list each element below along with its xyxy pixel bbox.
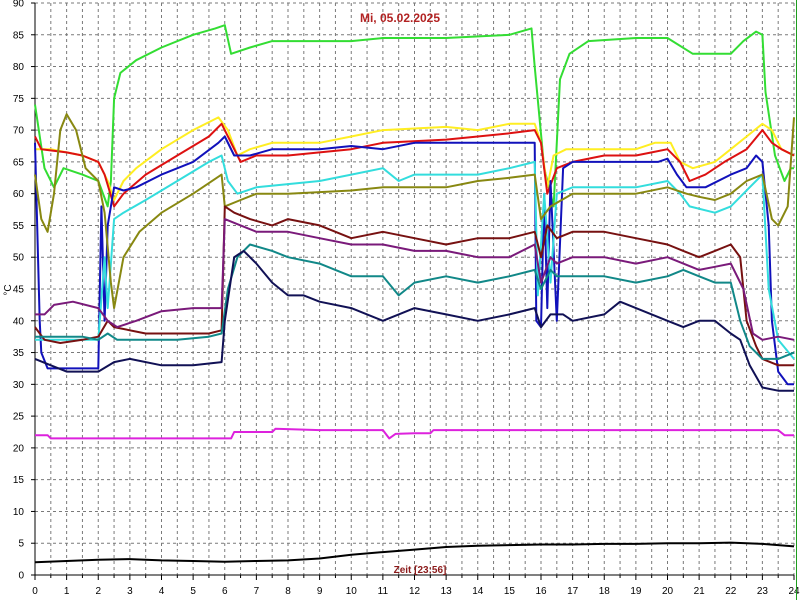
y-tick-label: 5 bbox=[18, 539, 24, 550]
x-tick-label: 3 bbox=[127, 586, 133, 597]
x-tick-label: 6 bbox=[222, 586, 228, 597]
series-line-10 bbox=[34, 249, 794, 392]
y-tick-label: 85 bbox=[13, 30, 25, 41]
x-tick-label: 19 bbox=[630, 586, 642, 597]
x-tick-label: 15 bbox=[504, 586, 516, 597]
x-tick-label: 11 bbox=[378, 586, 389, 597]
x-tick-label: 16 bbox=[535, 586, 547, 597]
y-tick-label: 65 bbox=[13, 157, 25, 168]
right-edge-marker bbox=[796, 0, 797, 600]
x-tick-label: 23 bbox=[757, 586, 769, 597]
series-line-7 bbox=[34, 205, 794, 367]
y-tick-label: 20 bbox=[13, 443, 25, 454]
x-tick-label: 8 bbox=[285, 586, 291, 597]
x-tick-label: 21 bbox=[694, 586, 706, 597]
y-tick-label: 75 bbox=[13, 94, 25, 105]
x-tick-label: 9 bbox=[317, 586, 323, 597]
x-tick-label: 14 bbox=[472, 586, 484, 597]
y-tick-label: 35 bbox=[13, 348, 25, 359]
y-tick-label: 55 bbox=[13, 221, 25, 232]
x-tick-label: 1 bbox=[64, 586, 70, 597]
y-tick-label: 15 bbox=[13, 475, 25, 486]
series-line-3 bbox=[34, 122, 795, 208]
y-tick-label: 70 bbox=[13, 126, 25, 137]
y-tick-label: 80 bbox=[13, 62, 25, 73]
x-tick-label: 7 bbox=[254, 586, 260, 597]
series-layer bbox=[34, 24, 795, 564]
series-line-9 bbox=[35, 243, 795, 360]
y-tick-label: 40 bbox=[13, 316, 25, 327]
x-tick-label: 22 bbox=[725, 586, 737, 597]
x-tick-label: 13 bbox=[441, 586, 453, 597]
y-tick-label: 50 bbox=[13, 253, 25, 264]
x-tick-label: 20 bbox=[662, 586, 674, 597]
x-tick-label: 5 bbox=[190, 586, 196, 597]
y-tick-label: 90 bbox=[13, 0, 25, 10]
x-tick-label: 4 bbox=[159, 586, 165, 597]
series-line-6 bbox=[34, 113, 795, 310]
axes-layer bbox=[31, 2, 795, 580]
ticks-layer: 0 1 2 3 4 5 6 7 8 9 10 11 12 13 14 15 16 17 18 19 20 21 22 23 24… bbox=[13, 0, 800, 597]
grid-layer bbox=[34, 2, 795, 576]
series-line-4 bbox=[34, 135, 794, 386]
x-axis-label: Zeit [23:56] bbox=[394, 565, 447, 576]
series-line-12 bbox=[34, 541, 795, 564]
x-tick-label: 12 bbox=[409, 586, 421, 597]
series-line-5 bbox=[35, 154, 795, 360]
y-axis-label: °C bbox=[3, 284, 14, 295]
y-tick-label: 60 bbox=[13, 189, 25, 200]
y-tick-label: 30 bbox=[13, 380, 25, 391]
y-tick-label: 0 bbox=[18, 571, 24, 582]
x-tick-label: 17 bbox=[567, 586, 579, 597]
x-tick-label: 10 bbox=[346, 586, 358, 597]
chart-title: Mi, 05.02.2025 bbox=[360, 11, 440, 25]
x-tick-label: 24 bbox=[788, 586, 800, 597]
y-tick-label: 45 bbox=[13, 285, 25, 296]
x-tick-label: 0 bbox=[32, 586, 38, 597]
series-line-8 bbox=[35, 218, 795, 341]
y-tick-label: 25 bbox=[13, 412, 25, 423]
series-line-11 bbox=[35, 427, 794, 440]
series-line-2 bbox=[35, 116, 795, 201]
y-tick-label: 10 bbox=[13, 507, 25, 518]
x-tick-label: 18 bbox=[599, 586, 611, 597]
x-tick-label: 2 bbox=[95, 586, 101, 597]
